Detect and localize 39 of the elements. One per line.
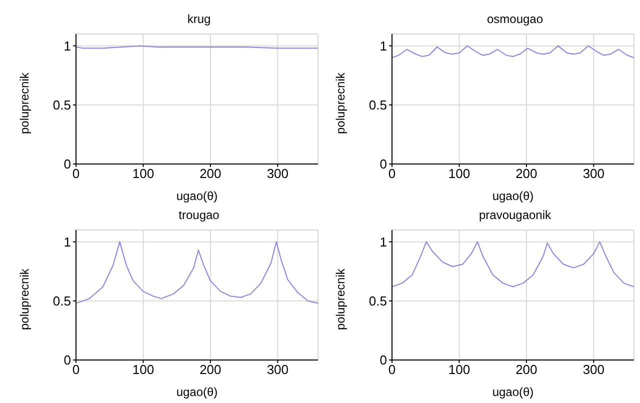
chart-title: osmougao [486, 12, 544, 26]
x-axis-title: ugao(θ) [492, 189, 534, 203]
x-tick-label: 300 [582, 166, 605, 182]
line-series [392, 241, 634, 288]
y-tick-label: 1 [380, 234, 387, 250]
x-tick-label: 200 [516, 362, 538, 378]
x-tick-label: 300 [266, 362, 289, 378]
x-tick-label: 200 [516, 166, 538, 182]
y-tick-label: 1 [64, 234, 71, 250]
y-tick-label: 0 [380, 156, 387, 172]
x-tick-label: 100 [448, 166, 470, 182]
y-tick-label: 0 [380, 352, 387, 368]
y-tick-label: 1 [380, 38, 387, 54]
x-tick-label: 100 [448, 362, 470, 378]
x-tick-label: 300 [582, 362, 605, 378]
x-axis-title: ugao(θ) [176, 385, 218, 399]
chart-title: trougao [178, 208, 220, 222]
x-axis-title: ugao(θ) [176, 189, 218, 203]
y-tick-label: 0.5 [368, 294, 387, 309]
x-tick-label: 100 [132, 166, 154, 182]
x-tick-label: 100 [132, 362, 154, 378]
y-axis-title: poluprecnik [333, 268, 348, 330]
x-tick-label: 200 [200, 166, 222, 182]
y-tick-label: 0 [64, 156, 71, 172]
y-tick-label: 0.5 [368, 98, 387, 113]
y-axis-title: poluprecnik [333, 72, 348, 134]
chart-title: pravougaonik [478, 208, 552, 222]
chart-title: krug [186, 12, 212, 26]
y-axis-title: poluprecnik [17, 268, 32, 330]
x-axis-title: ugao(θ) [492, 385, 534, 399]
line-series [392, 45, 634, 58]
x-tick-label: 300 [266, 166, 289, 182]
y-axis-title: poluprecnik [17, 72, 32, 134]
y-tick-label: 0.5 [52, 294, 71, 309]
y-tick-label: 0 [64, 352, 71, 368]
x-tick-label: 200 [200, 362, 222, 378]
y-tick-label: 0.5 [52, 98, 71, 113]
line-series [76, 241, 318, 304]
y-tick-label: 1 [64, 38, 71, 54]
